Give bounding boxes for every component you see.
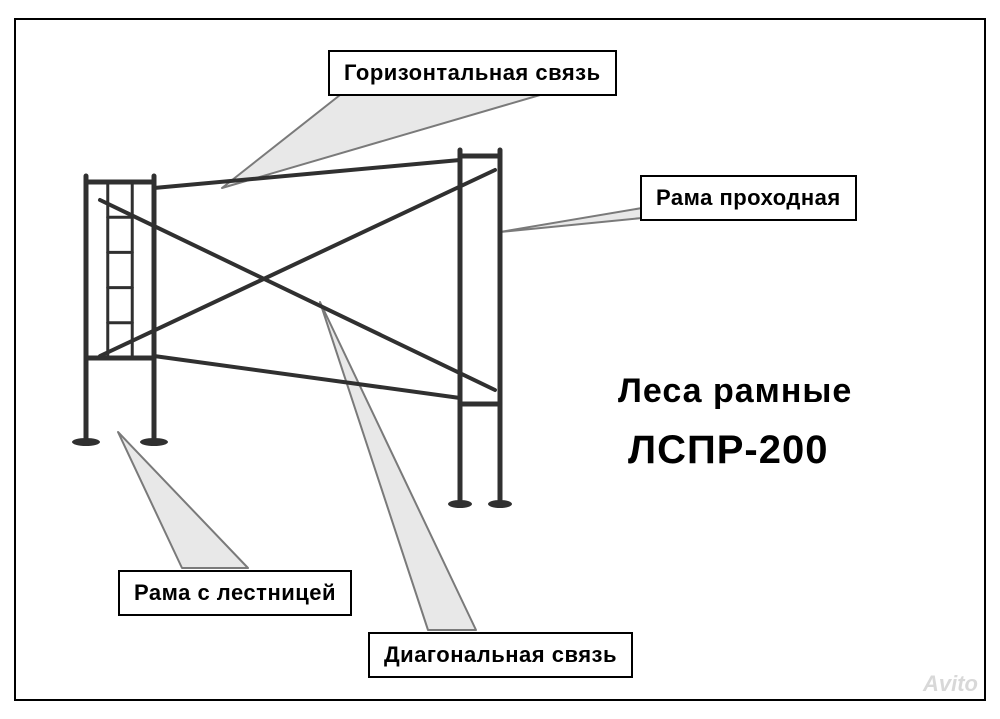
diagram-page: Горизонтальная связь Рама проходная Рама… [0, 0, 1000, 719]
callout-ladder-frame: Рама с лестницей [118, 570, 352, 616]
callout-diagonal-brace: Диагональная связь [368, 632, 633, 678]
watermark: Avito [923, 671, 978, 697]
title-line2: ЛСПР-200 [628, 428, 828, 473]
callout-horizontal-brace: Горизонтальная связь [328, 50, 617, 96]
title-line1: Леса рамные [618, 372, 852, 411]
callout-walkthrough-frame: Рама проходная [640, 175, 857, 221]
